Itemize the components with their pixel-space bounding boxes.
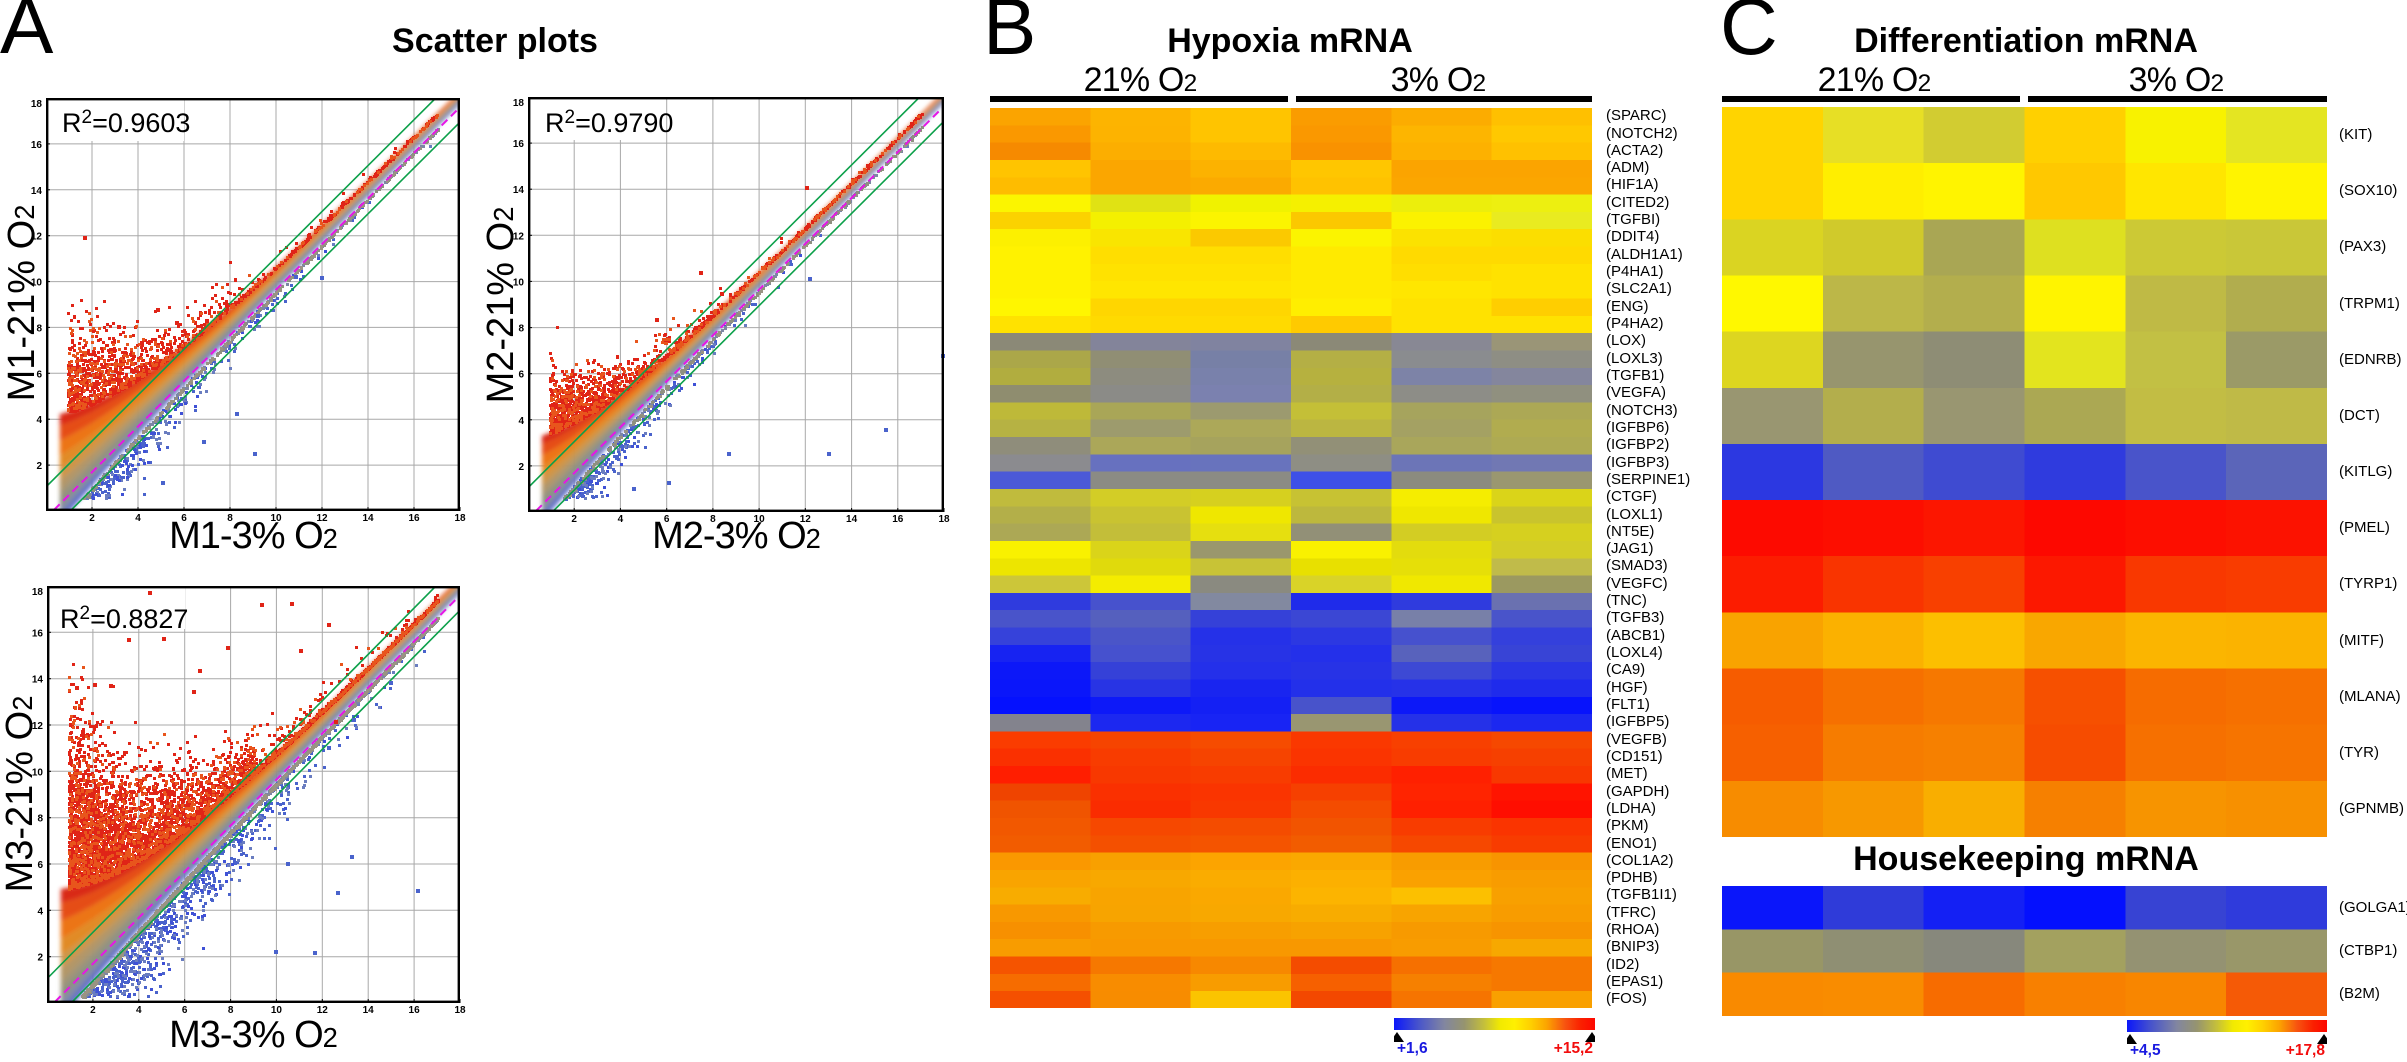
svg-text:4: 4 <box>618 514 624 525</box>
svg-text:10: 10 <box>271 1005 283 1016</box>
svg-text:18: 18 <box>32 587 44 598</box>
svg-text:2: 2 <box>518 462 524 473</box>
svg-text:8: 8 <box>37 814 43 825</box>
svg-text:8: 8 <box>518 324 524 335</box>
svg-text:16: 16 <box>409 1005 421 1016</box>
svg-text:12: 12 <box>513 231 525 242</box>
svg-text:6: 6 <box>518 370 524 381</box>
svg-text:14: 14 <box>362 513 374 524</box>
svg-text:6: 6 <box>182 1005 188 1016</box>
svg-text:8: 8 <box>710 514 716 525</box>
svg-text:4: 4 <box>37 906 43 917</box>
svg-text:2: 2 <box>89 513 95 524</box>
svg-text:10: 10 <box>32 767 44 778</box>
svg-text:2: 2 <box>571 514 577 525</box>
svg-text:16: 16 <box>513 139 525 150</box>
svg-text:16: 16 <box>892 514 904 525</box>
svg-text:2: 2 <box>36 461 42 472</box>
svg-text:6: 6 <box>181 513 187 524</box>
svg-text:12: 12 <box>317 1005 329 1016</box>
svg-text:12: 12 <box>800 514 812 525</box>
svg-text:8: 8 <box>227 513 233 524</box>
svg-text:2: 2 <box>37 953 43 964</box>
svg-text:16: 16 <box>32 628 44 639</box>
svg-text:8: 8 <box>228 1005 234 1016</box>
svg-text:18: 18 <box>513 98 525 109</box>
svg-text:18: 18 <box>454 1005 466 1016</box>
svg-text:14: 14 <box>363 1005 375 1016</box>
svg-text:10: 10 <box>754 514 766 525</box>
svg-text:10: 10 <box>270 513 282 524</box>
svg-text:18: 18 <box>31 99 43 110</box>
svg-text:4: 4 <box>36 415 42 426</box>
svg-text:6: 6 <box>664 514 670 525</box>
svg-text:12: 12 <box>32 721 44 732</box>
svg-text:4: 4 <box>135 513 141 524</box>
svg-text:4: 4 <box>518 416 524 427</box>
svg-text:12: 12 <box>316 513 328 524</box>
svg-text:18: 18 <box>938 514 950 525</box>
svg-text:4: 4 <box>136 1005 142 1016</box>
svg-text:12: 12 <box>31 232 43 243</box>
svg-text:14: 14 <box>513 185 525 196</box>
svg-text:16: 16 <box>31 140 43 151</box>
svg-text:2: 2 <box>90 1005 96 1016</box>
svg-text:14: 14 <box>31 186 43 197</box>
svg-text:16: 16 <box>408 513 420 524</box>
svg-text:6: 6 <box>37 860 43 871</box>
svg-text:10: 10 <box>513 277 525 288</box>
svg-text:8: 8 <box>36 323 42 334</box>
svg-text:18: 18 <box>454 513 466 524</box>
svg-text:14: 14 <box>846 514 858 525</box>
svg-text:14: 14 <box>32 675 44 686</box>
svg-text:6: 6 <box>36 369 42 380</box>
svg-text:10: 10 <box>31 278 43 289</box>
